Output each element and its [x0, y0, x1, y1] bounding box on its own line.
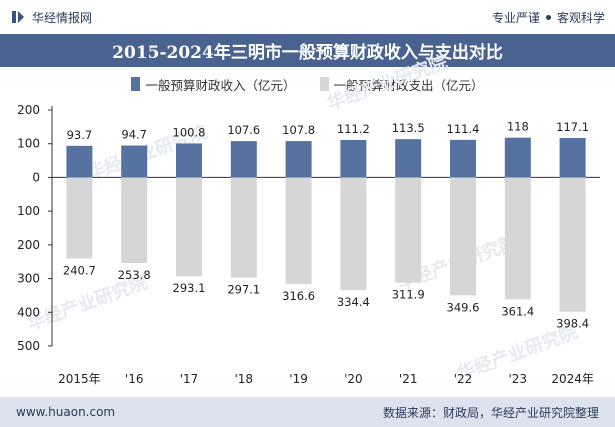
x-tick-label: '23: [509, 372, 528, 386]
slogan-tag-1: 专业严谨: [491, 10, 540, 25]
bar-expenditure: [395, 177, 422, 283]
bar-expenditure: [176, 177, 202, 277]
x-tick-label: '20: [344, 372, 363, 386]
legend-label-expenditure: 一般预算财政支出（亿元）: [333, 77, 484, 93]
legend-swatch-expenditure: [319, 77, 329, 91]
bar-revenue: [340, 139, 367, 178]
bar-expenditure: [66, 177, 93, 259]
top-bar: 华经情报网 专业严谨 客观科学: [0, 0, 615, 34]
data-label-revenue: 111.4: [447, 122, 480, 136]
bar-expenditure: [121, 177, 148, 263]
data-labels: 93.7 240.7 94.7 253.8 100.8 293.1 107.6 297.1 10…: [63, 120, 589, 331]
x-tick-label: 2024年: [551, 372, 594, 386]
bar-revenue: [66, 145, 93, 178]
y-tick-label: 500: [17, 339, 40, 353]
bar-revenue: [395, 139, 422, 178]
y-tick-label: 100: [17, 137, 40, 151]
y-tick-label: 400: [17, 305, 40, 319]
chart-title: 2015-2024年三明市一般预算财政收入与支出对比: [0, 34, 615, 67]
bar-revenue: [121, 145, 148, 178]
data-label-revenue: 113.5: [392, 121, 425, 135]
data-label-revenue: 118: [507, 120, 529, 134]
data-label-expenditure: 293.1: [173, 281, 206, 295]
legend-item-expenditure: 一般预算财政支出（亿元）: [319, 75, 484, 94]
data-label-expenditure: 334.4: [337, 295, 370, 309]
x-tick-label: '16: [125, 372, 144, 386]
data-label-expenditure: 316.6: [282, 289, 315, 303]
bar-chart: 华经产业研究院华经产业研究院华经产业研究院华经产业研究院华经产业研究院 2001…: [17, 51, 600, 386]
brand-name: 华经情报网: [32, 10, 93, 25]
data-label-revenue: 107.8: [282, 123, 315, 137]
x-axis: 2015年 '16 '17 '18 '19 '20 '21 '22 '23 2024年: [58, 372, 594, 386]
x-tick-label: '17: [180, 372, 199, 386]
huajing-logo-icon: [12, 11, 24, 23]
watermark-text: 华经产业研究院: [324, 51, 450, 115]
y-tick-label: 300: [17, 272, 40, 286]
slogan: 专业严谨 客观科学: [492, 9, 605, 26]
data-label-expenditure: 361.4: [501, 304, 534, 318]
data-label-expenditure: 253.8: [118, 268, 151, 282]
footer: www.huaon.com 数据来源：财政局，华经产业研究院整理: [0, 397, 615, 427]
bar-revenue: [176, 143, 202, 178]
bullet-dot-icon: [545, 14, 551, 20]
brand: 华经情报网: [10, 9, 92, 26]
data-label-expenditure: 311.9: [392, 288, 425, 302]
data-label-revenue: 93.7: [67, 128, 93, 142]
x-tick-label: '22: [454, 372, 473, 386]
data-label-revenue: 94.7: [121, 128, 147, 142]
y-tick-label: 0: [32, 170, 40, 184]
bar-revenue: [559, 137, 586, 178]
bar-expenditure: [230, 177, 257, 278]
slogan-tag-2: 客观科学: [556, 10, 605, 25]
data-label-revenue: 107.6: [227, 123, 260, 137]
data-label-expenditure: 349.6: [447, 300, 480, 314]
bar-revenue: [504, 137, 531, 178]
bar-expenditure: [340, 177, 367, 291]
data-label-expenditure: 297.1: [227, 283, 260, 297]
x-tick-label: '21: [399, 372, 418, 386]
data-label-revenue: 100.8: [173, 125, 206, 139]
y-tick-label: 100: [17, 204, 40, 218]
chart-legend: 一般预算财政收入（亿元） 一般预算财政支出（亿元）: [0, 74, 615, 94]
legend-swatch-revenue: [131, 77, 141, 91]
bar-revenue: [230, 141, 257, 178]
data-label-revenue: 111.2: [337, 122, 370, 136]
x-tick-label: '19: [289, 372, 308, 386]
data-label-expenditure: 398.4: [556, 317, 589, 331]
footer-source: 数据来源：财政局，华经产业研究院整理: [382, 405, 599, 420]
legend-item-revenue: 一般预算财政收入（亿元）: [131, 75, 296, 94]
footer-url: www.huaon.com: [16, 405, 116, 419]
bar-expenditure: [559, 177, 586, 312]
x-tick-label: '18: [235, 372, 254, 386]
bars: [66, 137, 586, 312]
bar-expenditure: [285, 177, 312, 285]
data-label-revenue: 117.1: [556, 120, 589, 134]
legend-label-revenue: 一般预算财政收入（亿元）: [145, 77, 296, 93]
bar-expenditure: [504, 177, 531, 300]
bar-expenditure: [450, 177, 476, 296]
y-tick-label: 200: [17, 103, 40, 117]
data-label-expenditure: 240.7: [63, 264, 96, 278]
y-axis: 200 100 0 100 200 300 400 500: [17, 103, 53, 353]
bar-revenue: [285, 141, 312, 178]
bar-revenue: [450, 139, 476, 178]
y-tick-label: 200: [17, 238, 40, 252]
x-tick-label: 2015年: [58, 372, 101, 386]
